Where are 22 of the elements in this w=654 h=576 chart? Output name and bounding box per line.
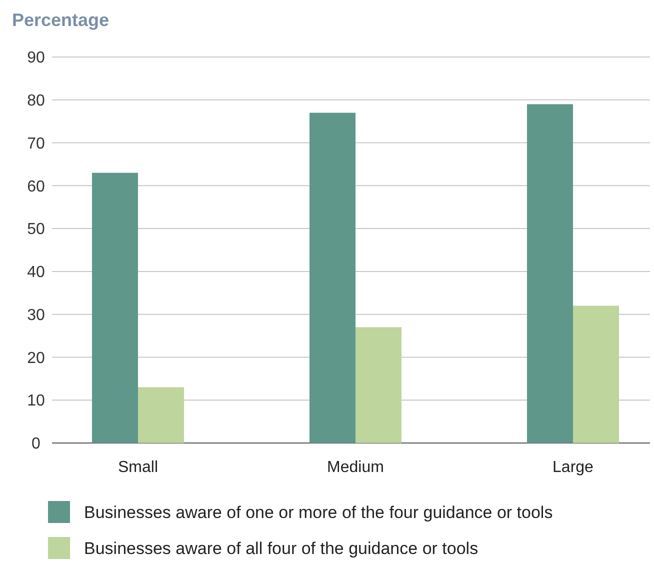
y-tick-label: 80: [27, 92, 45, 110]
bar: [527, 104, 573, 443]
x-tick-label: Small: [118, 459, 158, 476]
y-tick-label: 20: [27, 350, 45, 367]
bar: [92, 172, 138, 443]
x-tick-label: Medium: [327, 459, 384, 476]
y-axis-title: Percentage: [12, 10, 110, 30]
bar: [356, 327, 402, 443]
y-tick-label: 60: [27, 178, 45, 196]
bar: [138, 387, 184, 443]
y-tick-label: 50: [27, 221, 45, 238]
legend-label: Businesses aware of one or more of the four guidance or tools: [84, 502, 553, 522]
bar: [310, 112, 356, 443]
legend-label: Businesses aware of all four of the guidance or tools: [84, 538, 478, 558]
y-tick-label: 90: [27, 50, 45, 67]
y-tick-label: 0: [32, 436, 41, 453]
y-tick-label: 40: [27, 264, 45, 282]
x-tick-label: Large: [552, 459, 594, 476]
y-tick-label: 70: [27, 135, 45, 152]
y-tick-label: 30: [27, 306, 45, 324]
bar: [573, 306, 619, 443]
y-tick-label: 10: [27, 392, 45, 410]
